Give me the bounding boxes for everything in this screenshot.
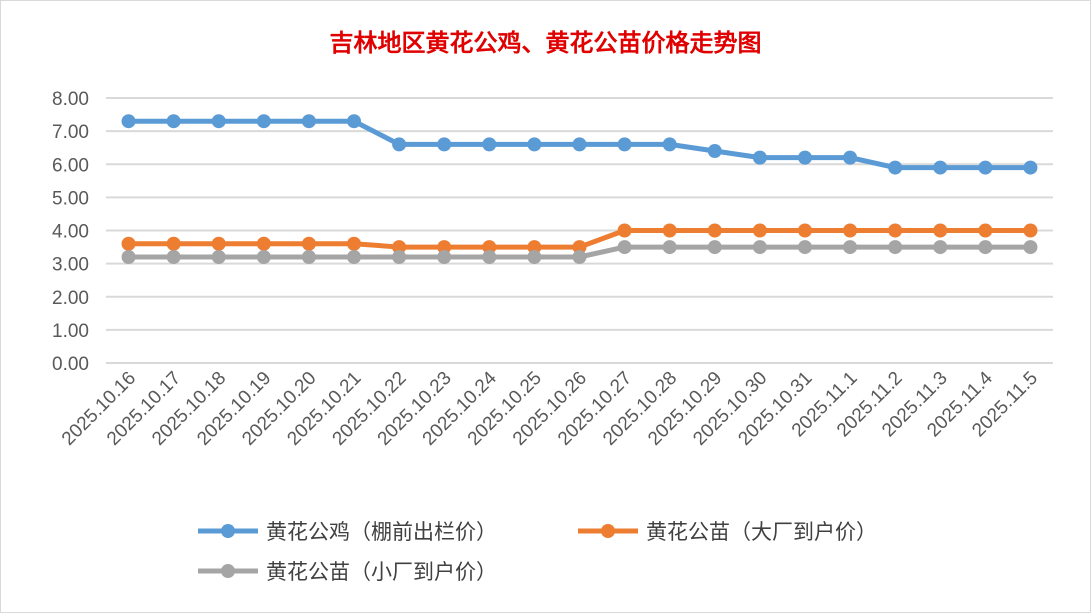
y-tick-label: 3.00	[52, 255, 89, 276]
data-point	[933, 223, 948, 238]
data-point	[166, 114, 181, 129]
data-point	[347, 236, 362, 251]
data-point	[1023, 160, 1038, 175]
data-point	[482, 250, 497, 264]
data-point	[301, 114, 316, 129]
data-point	[752, 150, 767, 165]
data-point	[707, 144, 722, 158]
y-tick-label: 0.00	[52, 354, 89, 375]
data-point	[933, 240, 948, 255]
data-point	[978, 223, 993, 238]
data-point	[121, 236, 136, 251]
data-point	[978, 160, 993, 175]
data-point	[392, 137, 407, 152]
y-tick-label: 1.00	[52, 321, 89, 342]
data-point	[617, 137, 632, 152]
data-point	[121, 250, 136, 264]
data-point	[1023, 240, 1038, 255]
data-point	[707, 240, 722, 255]
data-point	[256, 250, 271, 264]
y-tick-label: 7.00	[52, 122, 89, 143]
data-point	[301, 236, 316, 251]
legend-label: 黄花公鸡（棚前出栏价）	[266, 520, 497, 544]
legend-label: 黄花公苗（大厂到户价）	[646, 520, 877, 544]
data-point	[211, 250, 226, 264]
data-point	[797, 223, 812, 238]
y-tick-label: 6.00	[52, 155, 89, 176]
y-tick-label: 4.00	[52, 222, 89, 243]
data-point	[933, 160, 948, 175]
data-point	[662, 223, 677, 238]
data-point	[1023, 223, 1038, 238]
data-point	[752, 223, 767, 238]
data-point	[527, 250, 542, 264]
y-tick-label: 8.00	[52, 89, 89, 110]
data-point	[797, 240, 812, 255]
data-point	[347, 114, 362, 129]
data-point	[121, 114, 136, 129]
data-point	[437, 250, 452, 264]
data-point	[707, 223, 722, 238]
data-point	[166, 250, 181, 264]
data-point	[843, 150, 858, 165]
legend-marker	[221, 524, 235, 538]
y-tick-label: 5.00	[52, 188, 89, 209]
data-point	[392, 250, 407, 264]
data-point	[482, 137, 497, 152]
data-point	[482, 240, 497, 255]
data-point	[166, 236, 181, 251]
data-point	[843, 223, 858, 238]
data-point	[888, 160, 903, 175]
legend-label: 黄花公苗（小厂到户价）	[266, 560, 497, 584]
chart-title: 吉林地区黄花公鸡、黄花公苗价格走势图	[329, 28, 762, 57]
data-point	[572, 137, 587, 152]
data-point	[978, 240, 993, 255]
data-point	[347, 250, 362, 264]
data-point	[888, 240, 903, 255]
data-point	[752, 240, 767, 255]
data-point	[256, 114, 271, 129]
data-point	[888, 223, 903, 238]
data-point	[617, 223, 632, 238]
legend-marker	[601, 524, 615, 538]
data-point	[617, 240, 632, 255]
data-point	[211, 236, 226, 251]
data-point	[662, 137, 677, 152]
data-point	[572, 250, 587, 264]
data-point	[662, 240, 677, 255]
data-point	[572, 240, 587, 255]
data-point	[437, 137, 452, 152]
y-tick-label: 2.00	[52, 288, 89, 309]
data-point	[797, 150, 812, 165]
data-point	[392, 240, 407, 255]
data-point	[527, 240, 542, 255]
data-point	[256, 236, 271, 251]
data-point	[437, 240, 452, 255]
data-point	[527, 137, 542, 152]
data-point	[843, 240, 858, 255]
data-point	[211, 114, 226, 129]
data-point	[301, 250, 316, 264]
legend-marker	[221, 564, 235, 578]
